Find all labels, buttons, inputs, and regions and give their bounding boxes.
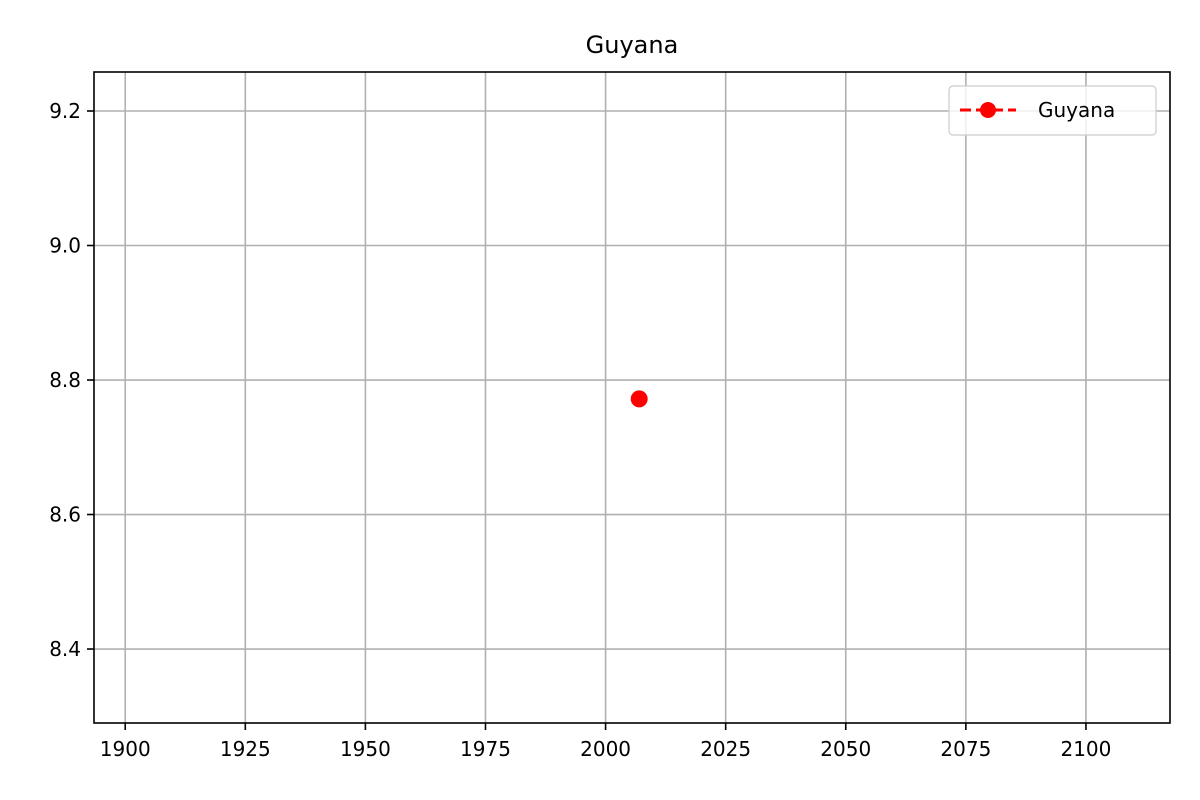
y-tick-label: 8.8 xyxy=(49,368,81,392)
grid xyxy=(94,72,1170,723)
chart-title: Guyana xyxy=(586,31,679,59)
x-tick-label: 1975 xyxy=(460,737,511,761)
legend: Guyana xyxy=(948,85,1157,136)
x-tick-label: 2050 xyxy=(820,737,871,761)
x-axis-ticks: 1900 1925 1950 1975 2000 2025 2050 2075 2100 xyxy=(100,723,1111,761)
x-tick-label: 2100 xyxy=(1060,737,1111,761)
x-tick-label: 2025 xyxy=(700,737,751,761)
x-tick-label: 2075 xyxy=(940,737,991,761)
legend-box xyxy=(948,85,1157,136)
y-tick-label: 8.4 xyxy=(49,637,81,661)
y-tick-label: 9.0 xyxy=(49,234,81,258)
legend-marker xyxy=(980,102,996,118)
plot-frame xyxy=(93,71,1171,724)
data-point xyxy=(630,390,648,408)
y-tick-label: 8.6 xyxy=(49,503,81,527)
x-tick-label: 1925 xyxy=(220,737,271,761)
y-tick-label: 9.2 xyxy=(49,99,81,123)
x-tick-label: 1900 xyxy=(100,737,151,761)
series-layer xyxy=(630,390,648,408)
legend-label: Guyana xyxy=(1038,98,1115,122)
x-tick-label: 1950 xyxy=(340,737,391,761)
x-tick-label: 2000 xyxy=(580,737,631,761)
y-axis-ticks: 8.4 8.6 8.8 9.0 9.2 xyxy=(49,99,94,661)
